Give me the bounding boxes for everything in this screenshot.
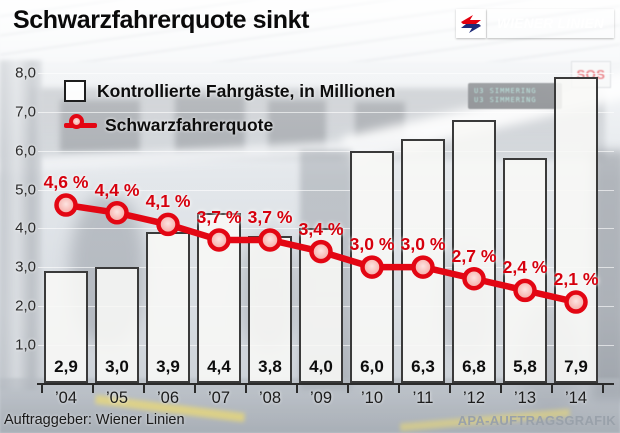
x-axis-tick (295, 383, 298, 393)
y-axis-tick-label: 3,0 (15, 258, 36, 276)
bar-value-label: 3,0 (105, 357, 129, 377)
rate-value-label: 3,7 % (247, 206, 293, 227)
y-axis-tick-label: 4,0 (15, 219, 36, 237)
rate-value-label: 4,6 % (43, 172, 89, 193)
legend-label: Schwarzfahrerquote (105, 114, 274, 135)
legend-item-line: Schwarzfahrerquote (64, 112, 396, 138)
bar-value-label: 5,8 (513, 357, 537, 377)
x-axis-tick (91, 383, 94, 393)
bar-value-label: 7,9 (564, 357, 588, 377)
grid-line (38, 73, 614, 75)
wiener-linien-wordmark: WIENER LINIEN (487, 9, 614, 38)
x-axis-tick (193, 383, 196, 393)
x-axis-tick (397, 383, 400, 393)
bar-value-label: 6,8 (462, 357, 486, 377)
x-axis-tick (244, 383, 247, 393)
x-axis-category-label: ’12 (462, 389, 486, 407)
bar-value-label: 3,9 (156, 357, 180, 377)
y-axis-tick-label: 1,0 (15, 336, 36, 354)
x-axis-category-label: ’14 (564, 389, 588, 407)
y-axis-tick-label: 2,0 (15, 297, 36, 315)
x-axis-tick (448, 383, 451, 393)
x-axis-tick (346, 383, 349, 393)
page-title: Schwarzfahrerquote sinkt (13, 6, 310, 34)
rate-value-label: 3,4 % (298, 218, 344, 239)
x-axis-tick (550, 383, 553, 393)
client-credit: Auftraggeber: Wiener Linien (4, 412, 185, 428)
line-marker-swatch-icon (64, 114, 97, 136)
legend-label: Kontrollierte Fahrgäste, in Millionen (97, 80, 396, 101)
x-axis-tick (40, 383, 43, 393)
x-axis-line (37, 383, 614, 385)
x-axis-category-label: ’10 (360, 389, 384, 407)
rate-value-label: 3,0 % (400, 234, 446, 255)
agency-credit: APA-AUFTRAGSGRAFIK (457, 413, 616, 428)
bar-swatch-icon (64, 80, 86, 102)
wiener-linien-logo: WIENER LINIEN (456, 9, 614, 38)
bar: 6,0 (350, 150, 394, 384)
bar-value-label: 6,3 (411, 357, 435, 377)
x-axis-tick (142, 383, 145, 393)
x-axis-category-label: ’07 (207, 389, 231, 407)
y-axis-tick-label: 6,0 (15, 142, 36, 160)
bar-value-label: 4,0 (309, 357, 333, 377)
rate-value-label: 3,0 % (349, 234, 395, 255)
rate-value-label: 2,7 % (451, 245, 497, 266)
bar: 6,3 (401, 139, 445, 384)
grid-line (38, 189, 614, 191)
x-axis-category-label: ’04 (54, 389, 78, 407)
bar-value-label: 3,8 (258, 357, 282, 377)
legend: Kontrollierte Fahrgäste, in Millionen Sc… (64, 78, 396, 146)
rate-value-label: 4,4 % (94, 179, 140, 200)
bar: 4,0 (299, 228, 343, 384)
grid-line (38, 150, 614, 152)
bar: 3,0 (95, 267, 139, 384)
x-axis-category-label: ’13 (513, 389, 537, 407)
x-axis-category-label: ’08 (258, 389, 282, 407)
legend-item-bars: Kontrollierte Fahrgäste, in Millionen (64, 78, 396, 104)
x-axis-category-label: ’05 (105, 389, 129, 407)
bar: 7,9 (554, 76, 598, 384)
bar-value-label: 4,4 (207, 357, 231, 377)
grid-line (38, 111, 614, 113)
x-axis-tick (601, 383, 604, 393)
rate-value-label: 4,1 % (145, 191, 191, 212)
rate-value-label: 2,4 % (502, 257, 548, 278)
x-axis-category-label: ’09 (309, 389, 333, 407)
y-axis-tick-label: 8,0 (15, 64, 36, 82)
bar-value-label: 2,9 (54, 357, 78, 377)
bar: 4,4 (197, 212, 241, 384)
wiener-linien-emblem-icon (456, 9, 486, 38)
bar: 2,9 (44, 270, 88, 384)
y-axis-tick-label: 5,0 (15, 181, 36, 198)
bar: 3,8 (248, 236, 292, 384)
bar: 3,9 (146, 232, 190, 384)
x-axis-tick (499, 383, 502, 393)
x-axis-category-label: ’11 (412, 389, 434, 407)
bar-value-label: 6,0 (360, 357, 384, 377)
x-axis-category-label: ’06 (156, 389, 180, 407)
rate-value-label: 2,1 % (553, 269, 599, 290)
y-axis-tick-label: 7,0 (15, 103, 36, 121)
rate-value-label: 3,7 % (196, 206, 242, 227)
